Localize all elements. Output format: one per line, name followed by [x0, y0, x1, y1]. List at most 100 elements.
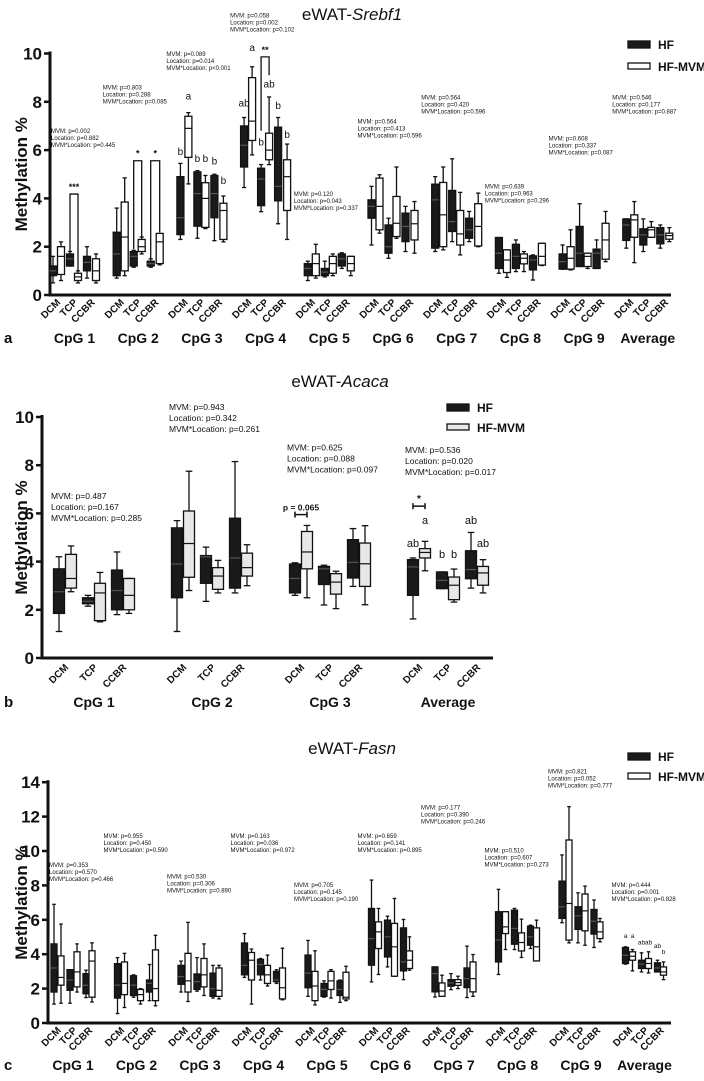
group-label: CpG 3	[179, 1057, 220, 1073]
group-letter: a	[249, 43, 255, 54]
box-iqr	[575, 225, 584, 268]
box-dcm-hf-mvm	[311, 243, 320, 279]
title-prefix: eWAT-	[308, 739, 358, 758]
box-ccbr-hf	[336, 979, 344, 1004]
box-iqr	[215, 967, 223, 997]
stats-text: MVM: p=0.163	[231, 834, 271, 840]
box-tcp-hf	[129, 974, 138, 998]
group-label: CpG 7	[436, 330, 477, 346]
box-dcm-hf	[431, 176, 440, 253]
box-iqr	[88, 950, 96, 998]
box-iqr	[184, 115, 193, 158]
box-dcm-hf-mvm	[182, 470, 196, 592]
box-dcm-hf-mvm	[630, 200, 639, 264]
stats-text: Location: p=0.043	[294, 199, 343, 205]
box-dcm-hf-mvm	[565, 805, 573, 944]
box-iqr	[463, 967, 471, 989]
stats-text: Location: p=0.088	[287, 454, 355, 464]
box-tcp-hf-mvm	[201, 174, 210, 230]
box-iqr	[151, 949, 160, 1002]
box-iqr	[336, 980, 344, 997]
box-ccbr-hf	[590, 899, 598, 949]
box-iqr	[375, 177, 384, 231]
box-iqr	[57, 955, 65, 986]
stats-text: MVM*Location: p=0.097	[287, 465, 378, 475]
stats-text: Location: p=0.036	[231, 841, 280, 847]
legend-label: HF-MVM	[658, 60, 704, 74]
box-dcm-hf	[112, 207, 121, 279]
stats-text: Location: p=0.450	[104, 841, 153, 847]
group-label: CpG 1	[73, 694, 114, 710]
box-iqr	[581, 893, 589, 932]
box-dcm-hf	[288, 562, 302, 596]
box-iqr	[469, 961, 477, 993]
box-ccbr-hf-mvm	[88, 942, 96, 1003]
group-letter: b	[284, 130, 290, 141]
box-iqr	[120, 201, 129, 272]
box-dcm-hf-mvm	[56, 241, 66, 282]
box-dcm-hf-mvm	[501, 911, 510, 951]
box-iqr	[311, 253, 320, 277]
box-ccbr-hf	[82, 246, 92, 279]
box-iqr	[219, 202, 228, 241]
box-iqr	[374, 921, 383, 950]
group-label: CpG 8	[500, 330, 541, 346]
stats-text: MVM*Location: p<0.001	[166, 66, 231, 72]
box-dcm-hf-mvm	[418, 540, 432, 572]
box-iqr	[82, 255, 92, 272]
box-ccbr-hf-mvm	[537, 242, 547, 267]
box-iqr	[56, 246, 66, 276]
stats-text: MVM*Location: p=0.887	[612, 109, 677, 115]
box-tcp-hf-mvm	[392, 166, 401, 239]
box-ccbr-hf	[146, 258, 155, 268]
box-tcp-hf-mvm	[136, 987, 145, 1005]
box-dcm-hf	[367, 879, 376, 983]
x-tick-label-dcm: DCM	[283, 662, 307, 686]
box-tcp-hf-mvm	[263, 954, 272, 987]
box-iqr	[240, 942, 249, 976]
box-iqr	[201, 182, 210, 229]
stats-text: MVM*Location: p=0.285	[51, 513, 142, 523]
box-tcp-hf-mvm	[73, 943, 81, 993]
stats-text: MVM*Location: p=0.972	[231, 848, 296, 854]
stats-text: Location: p=0.570	[49, 870, 98, 876]
box-iqr	[256, 958, 265, 976]
box-iqr	[122, 577, 136, 611]
stats-text: MVM*Location: p=0.261	[169, 424, 260, 434]
box-tcp-hf-mvm	[211, 559, 225, 594]
group-label: CpG 1	[54, 330, 95, 346]
box-iqr	[431, 183, 440, 249]
y-tick-label: 0	[31, 1014, 40, 1033]
group-label: CpG 3	[181, 330, 222, 346]
box-iqr	[145, 979, 154, 993]
box-iqr	[282, 159, 292, 212]
box-iqr	[240, 552, 254, 577]
y-tick-label: 10	[21, 842, 40, 861]
box-iqr	[476, 565, 490, 586]
legend-label: HF	[658, 750, 674, 764]
box-iqr	[448, 189, 457, 233]
box-iqr	[328, 255, 337, 274]
box-iqr	[120, 961, 129, 996]
box-dcm-hf-mvm	[311, 950, 319, 1006]
box-iqr	[193, 171, 202, 227]
chart-title: eWAT-Fasn	[308, 739, 396, 758]
box-iqr	[596, 921, 604, 940]
stats-text: MVM: p=0.487	[51, 491, 107, 501]
stats-text: MVM*Location: p=0.777	[548, 784, 613, 790]
legend-label: HF	[658, 38, 674, 52]
box-dcm-hf	[113, 956, 122, 1015]
y-tick-label: 12	[21, 808, 40, 827]
y-tick-label: 10	[23, 45, 42, 64]
x-tick-label-tcp: TCP	[78, 662, 100, 684]
box-iqr	[494, 911, 503, 963]
box-iqr	[528, 255, 538, 271]
box-iqr	[182, 510, 196, 578]
box-ccbr-hf	[401, 205, 410, 253]
box-iqr	[447, 576, 461, 601]
